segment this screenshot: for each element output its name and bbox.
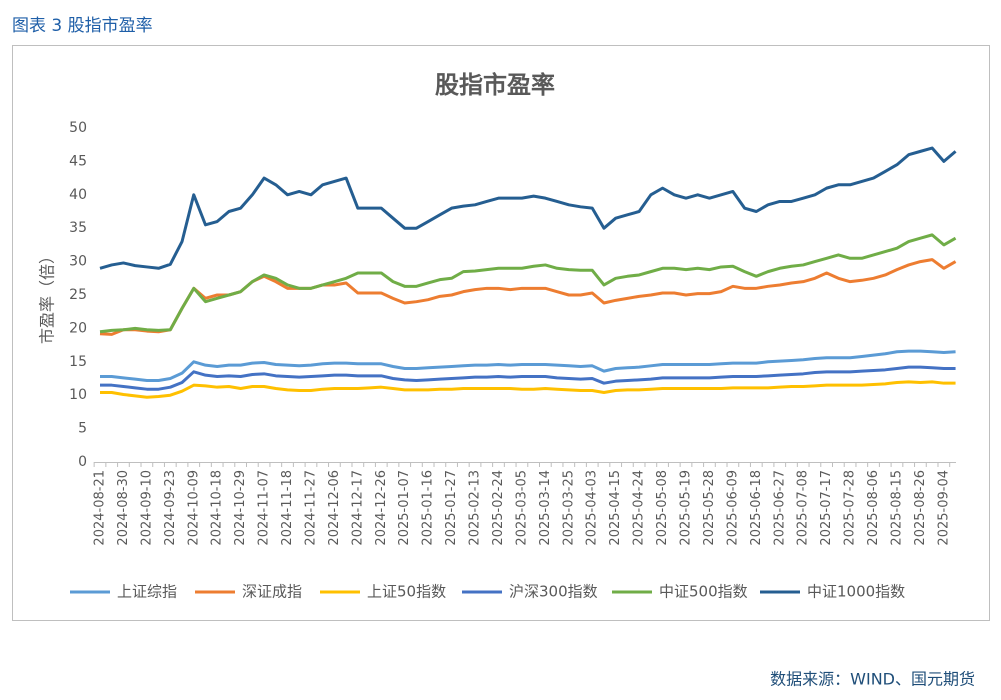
series-line — [99, 146, 957, 270]
x-tick-label: 2025-06-27 — [772, 470, 787, 546]
x-tick-label: 2025-01-07 — [397, 470, 412, 546]
x-tick-label: 2024-10-29 — [233, 470, 248, 546]
y-tick-label: 40 — [69, 187, 87, 203]
x-tick-label: 2025-02-13 — [468, 470, 483, 546]
x-tick-label: 2025-03-14 — [538, 470, 553, 546]
legend-label: 中证500指数 — [659, 583, 748, 601]
x-tick-label: 2025-04-03 — [585, 470, 600, 546]
series-line — [100, 380, 956, 399]
x-tick-label: 2025-04-15 — [608, 470, 623, 546]
x-tick-label: 2024-12-17 — [350, 470, 365, 546]
y-tick-label: 20 — [69, 320, 87, 336]
series-line — [99, 258, 957, 336]
y-tick-label: 0 — [78, 454, 87, 470]
x-tick-label: 2025-07-17 — [819, 470, 834, 546]
x-tick-label: 2024-08-21 — [93, 470, 108, 546]
x-tick-label: 2025-06-09 — [725, 470, 740, 546]
legend-label: 深证成指 — [242, 583, 302, 601]
x-tick-label: 2024-11-07 — [257, 470, 272, 546]
x-tick-label: 2024-12-06 — [327, 470, 342, 546]
x-tick-label: 2025-03-25 — [561, 470, 576, 546]
x-tick-label: 2024-10-18 — [210, 470, 225, 546]
y-tick-label: 5 — [78, 421, 87, 437]
series-line — [99, 233, 957, 334]
source-note: 数据来源：WIND、国元期货 — [770, 670, 975, 689]
x-tick-label: 2025-03-05 — [514, 470, 529, 546]
legend-label: 沪深300指数 — [509, 583, 598, 601]
x-tick-label: 2025-04-24 — [632, 470, 647, 546]
y-tick-label: 30 — [69, 254, 87, 270]
legend-label: 上证50指数 — [367, 583, 446, 601]
series-line — [100, 349, 956, 382]
x-tick-label: 2025-01-27 — [444, 470, 459, 546]
chart-frame — [12, 45, 990, 621]
x-tick-label: 2025-07-08 — [796, 470, 811, 546]
x-tick-label: 2025-02-24 — [491, 470, 506, 546]
x-tick-label: 2025-06-18 — [749, 470, 764, 546]
x-tick-label: 2024-09-10 — [139, 470, 154, 546]
legend-label: 上证综指 — [117, 583, 177, 601]
x-tick-label: 2024-08-30 — [116, 470, 131, 546]
y-axis-label: 市盈率（倍） — [38, 248, 57, 344]
y-tick-label: 10 — [69, 387, 87, 403]
x-tick-label: 2025-07-28 — [843, 470, 858, 546]
x-tick-label: 2025-08-26 — [913, 470, 928, 546]
x-tick-label: 2024-11-18 — [280, 470, 295, 546]
series-line — [100, 365, 956, 391]
header-title: 图表 3 股指市盈率 — [12, 16, 153, 36]
y-tick-label: 35 — [69, 220, 87, 236]
x-tick-label: 2025-05-08 — [655, 470, 670, 546]
x-tick-label: 2025-08-06 — [866, 470, 881, 546]
x-tick-label: 2025-05-28 — [702, 470, 717, 546]
x-tick-label: 2024-10-09 — [186, 470, 201, 546]
x-tick-label: 2025-09-04 — [936, 470, 951, 546]
x-tick-label: 2024-09-23 — [163, 470, 178, 546]
x-tick-label: 2024-11-27 — [303, 470, 318, 546]
x-tick-label: 2024-12-26 — [374, 470, 389, 546]
x-tick-label: 2025-08-15 — [889, 470, 904, 546]
y-tick-label: 15 — [69, 354, 87, 370]
legend-label: 中证1000指数 — [807, 583, 905, 601]
chart-title: 股指市盈率 — [435, 71, 555, 99]
y-tick-label: 50 — [69, 120, 87, 136]
y-tick-label: 45 — [69, 153, 87, 169]
x-tick-label: 2025-05-19 — [679, 470, 694, 546]
x-tick-label: 2025-01-16 — [421, 470, 436, 546]
y-tick-label: 25 — [69, 287, 87, 303]
